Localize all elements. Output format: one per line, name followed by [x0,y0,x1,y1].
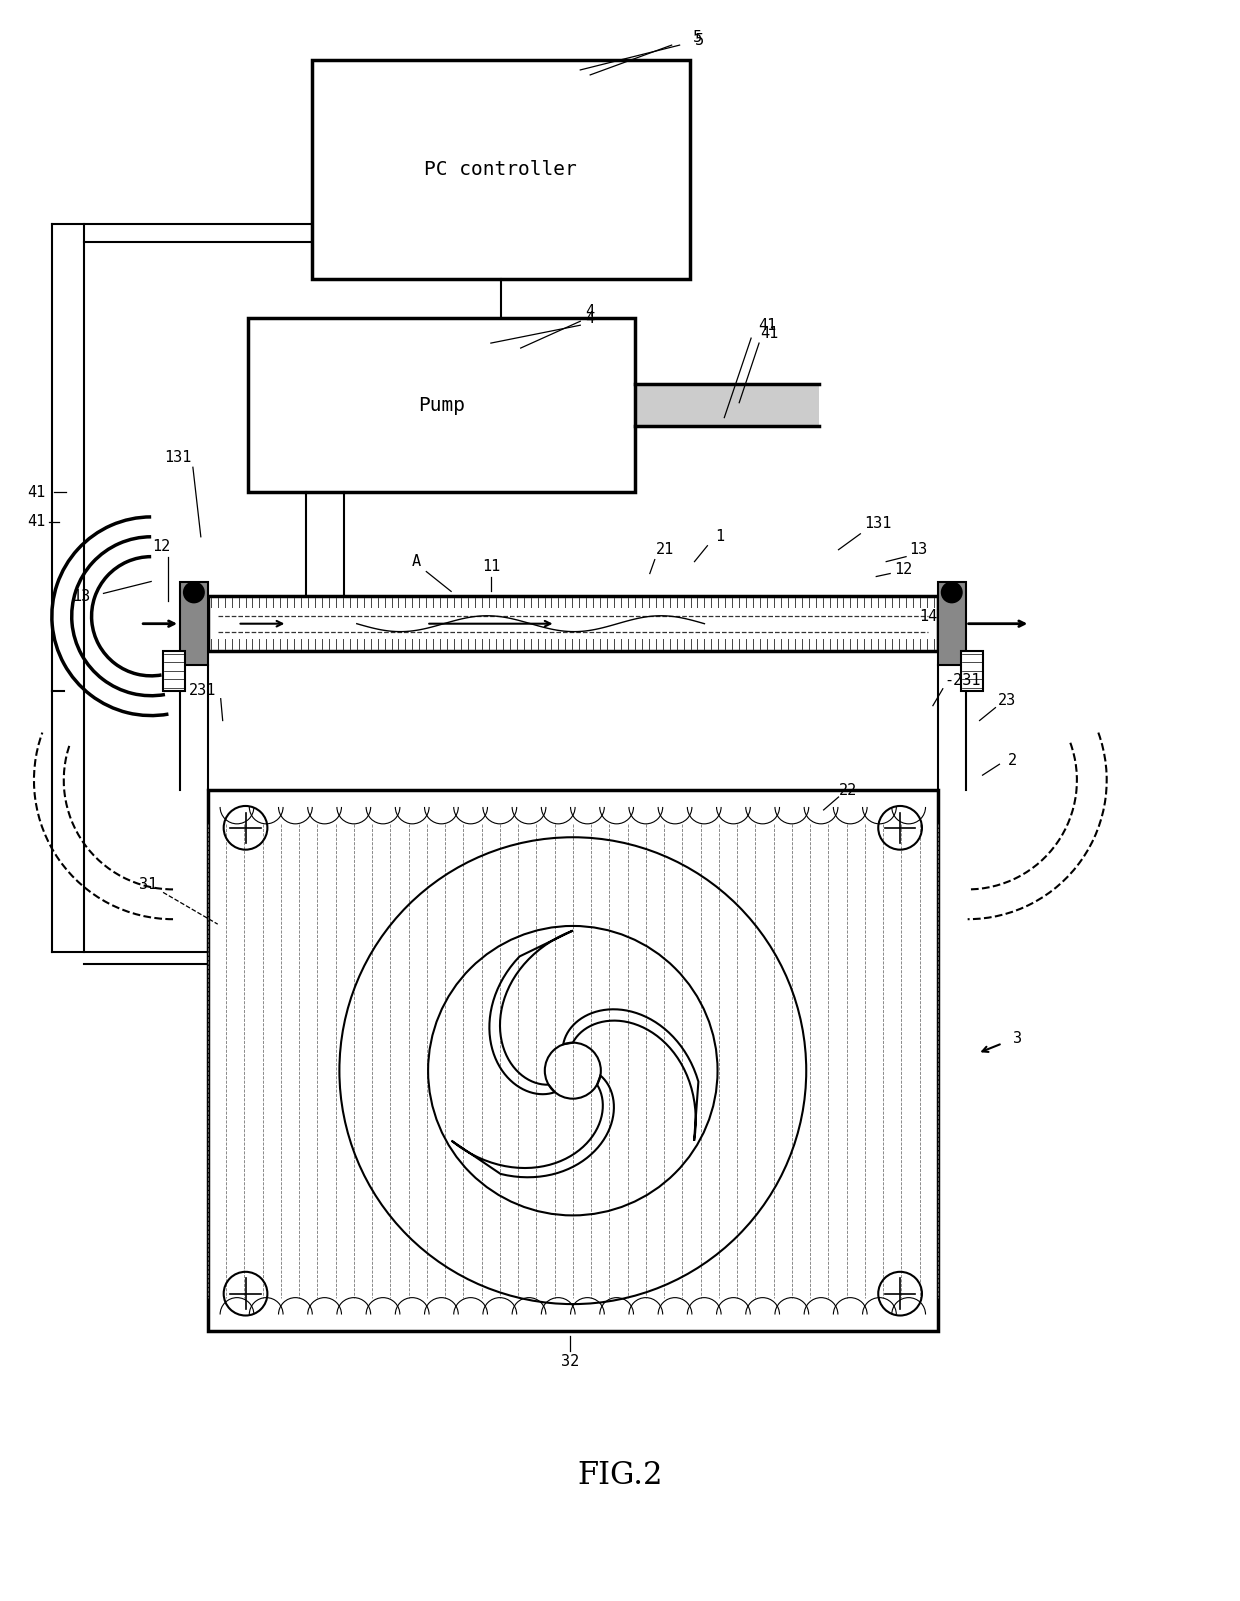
Bar [248,319,635,492]
Text: 3: 3 [1013,1031,1022,1045]
Text: 231: 231 [190,684,217,698]
Text: 32: 32 [562,1354,579,1369]
Text: 4: 4 [585,304,595,319]
Bar [312,59,689,279]
Bar [961,652,982,690]
Bar [635,384,818,426]
Text: 21: 21 [656,543,673,557]
Bar [180,583,208,664]
Text: 4: 4 [585,311,595,325]
Text: 14: 14 [919,608,937,624]
Text: 5: 5 [694,32,704,48]
Text: 41: 41 [27,485,45,500]
Text: 12: 12 [153,540,170,554]
Text: 1: 1 [714,530,724,544]
Text: 22: 22 [839,783,858,797]
Bar [164,652,185,690]
Text: 23: 23 [998,693,1017,708]
Text: 131: 131 [864,517,892,532]
Text: 13: 13 [72,589,91,604]
Text: 31: 31 [139,877,157,892]
Bar [208,789,937,1332]
Circle shape [184,583,203,602]
Text: 11: 11 [482,559,500,575]
Text: 13: 13 [909,543,928,557]
Text: 41: 41 [27,514,45,530]
Circle shape [942,583,962,602]
Text: 41: 41 [760,325,779,341]
Text: Pump: Pump [418,395,465,415]
Text: 131: 131 [165,450,192,464]
Bar [211,608,935,639]
Bar [208,597,937,652]
Text: 2: 2 [1008,752,1017,768]
Text: A: A [412,554,420,568]
Text: PC controller: PC controller [424,160,577,179]
Text: 12: 12 [894,562,913,576]
Text: FIG.2: FIG.2 [578,1460,662,1491]
Text: 41: 41 [758,317,776,333]
Text: -231: -231 [945,674,981,688]
Text: 5: 5 [693,30,702,45]
Bar [937,583,966,664]
